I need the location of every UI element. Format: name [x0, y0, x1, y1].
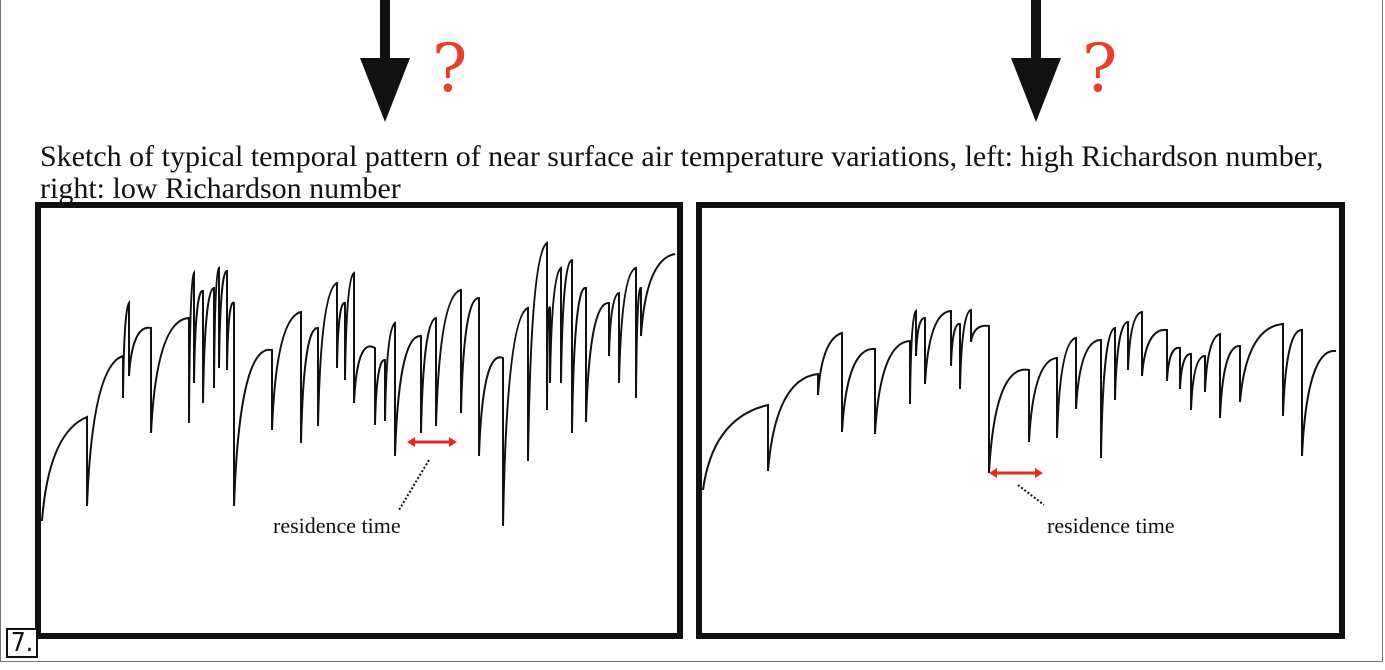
left-question-mark: ? [432, 30, 468, 107]
left-residence-time-label: residence time [273, 513, 401, 538]
figure-number: 7. [6, 628, 38, 658]
left-temperature-sketch [41, 241, 676, 527]
left-residence-leader-line [398, 459, 430, 511]
right-panel: residence time [696, 202, 1345, 639]
right-temperature-sketch [702, 308, 1337, 506]
figure-caption: Sketch of typical temporal pattern of ne… [40, 140, 1324, 205]
right-temperature-curve [702, 308, 1337, 491]
left-down-arrow-icon [360, 0, 410, 122]
right-residence-leader-line [1017, 484, 1045, 506]
left-panel: residence time [35, 202, 683, 639]
right-question-mark: ? [1082, 30, 1118, 107]
left-temperature-curve [41, 241, 676, 527]
right-residence-time-label: residence time [1047, 513, 1175, 538]
right-down-arrow-icon [1011, 0, 1061, 122]
